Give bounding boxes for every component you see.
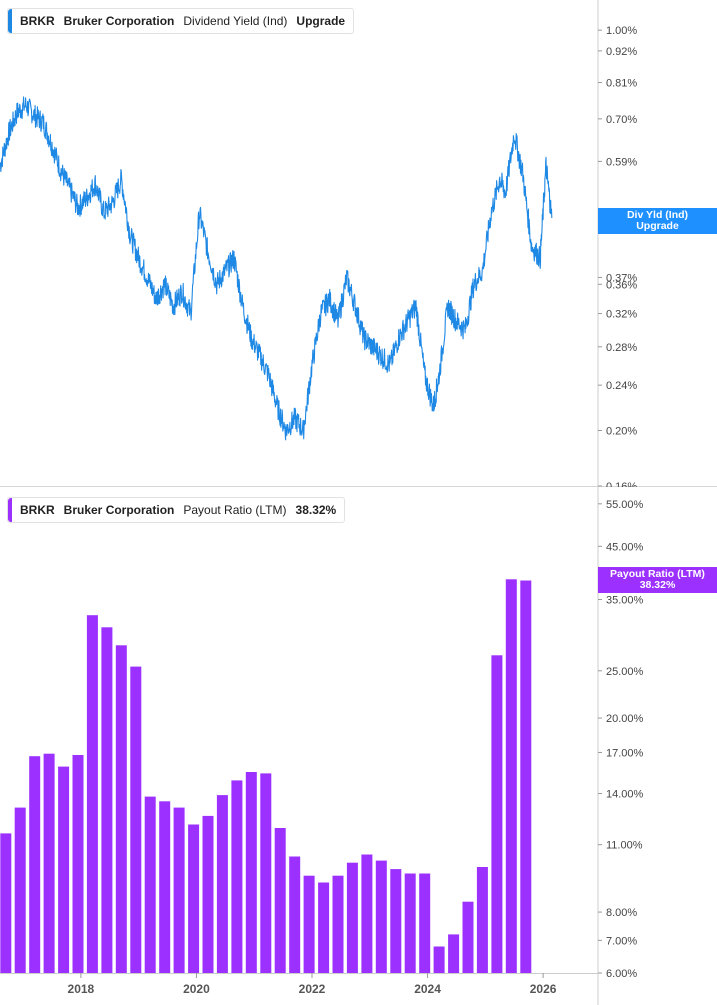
payout-bar [144,796,156,973]
y-tick-label: 11.00% [606,840,643,852]
x-tick-label: 2020 [183,982,210,996]
flag-value: 38.32% [639,579,676,591]
y-tick-label: 0.81% [606,78,637,90]
y-tick-label: 0.70% [606,114,637,126]
y-tick-label: 0.28% [606,342,637,354]
flag-label: Div Yld (Ind) [626,209,689,221]
y-tick-label: 0.36% [606,279,637,291]
legend-company-name: Bruker Corporation [63,14,175,28]
payout-bar [245,772,257,973]
y-tick-label: 0.37% [606,272,637,284]
y-tick-label: 17.00% [606,747,644,759]
payout-bar [419,873,431,973]
payout-bar [318,882,330,973]
series-color-swatch [8,498,12,522]
payout-bar [520,580,532,973]
legend-metric: Dividend Yield (Ind) [183,14,288,28]
payout-bar [173,807,185,973]
payout-bar [202,815,214,973]
payout-bar [115,645,127,973]
legend-ticker: BRKR [20,14,55,28]
payout-bar [0,833,12,973]
payout-bar [101,627,113,973]
legend-upgrade-link[interactable]: Upgrade [296,14,346,28]
legend-company-name: Bruker Corporation [63,503,175,517]
payout-bar [462,901,474,973]
x-tick-label: 2018 [68,982,95,996]
y-tick-label: 0.59% [606,156,637,168]
payout-bar [274,828,286,973]
legend-ticker: BRKR [20,503,55,517]
legend-value: 38.32% [295,503,337,517]
payout-bar [375,860,387,973]
dividend-yield-line [0,96,553,441]
payout-bar [216,795,228,973]
payout-bar [448,934,460,973]
payout-bar [505,579,517,973]
y-tick-label: 7.00% [606,935,637,947]
payout-bar [361,854,373,973]
y-tick-label: 0.32% [606,309,637,321]
y-tick-label: 35.00% [606,595,644,607]
y-tick-label: 20.00% [606,713,644,725]
y-tick-label: 0.24% [606,380,637,392]
payout-bar [491,655,503,973]
y-tick-label: 0.20% [606,425,637,437]
x-tick-label: 2026 [530,982,557,996]
legend-metric: Payout Ratio (LTM) [183,503,287,517]
series-color-swatch [8,9,12,33]
y-tick-label: 6.00% [606,968,637,980]
flag-upgrade-link[interactable]: Upgrade [636,220,679,232]
payout-bar [72,755,84,973]
top-legend[interactable]: BRKR Bruker Corporation Dividend Yield (… [7,8,355,34]
payout-bar [346,862,358,973]
payout-bar [476,867,488,973]
payout-bar [14,807,26,973]
payout-bar [29,756,41,973]
bottom-value-flag: Payout Ratio (LTM) 38.32% [598,567,717,593]
top-value-flag[interactable]: Div Yld (Ind) Upgrade [598,208,717,234]
flag-label: Payout Ratio (LTM) [610,568,705,580]
y-tick-label: 0.16% [606,481,637,487]
payout-bar [43,753,55,973]
payout-bar [86,615,98,973]
payout-bar [231,780,243,973]
payout-bar [260,773,272,973]
payout-bar [188,824,200,973]
dividend-yield-chart: 1.00% 0.92% 0.81% 0.70% 0.59% 0.37%0.36% 0.32%… [0,0,717,487]
y-tick-label: 25.00% [606,666,644,678]
x-tick-label: 2024 [414,982,441,996]
payout-bar [58,766,70,973]
payout-bar [433,946,445,973]
payout-bar [289,856,301,973]
y-tick-label: 0.92% [606,46,637,58]
y-tick-label: 45.00% [606,541,644,553]
y-tick-label: 55.00% [606,499,644,511]
payout-bar [303,875,315,973]
payout-bar [332,875,344,973]
payout-bar [404,873,416,973]
payout-bar [159,801,171,973]
payout-bar [130,666,142,973]
bottom-legend[interactable]: BRKR Bruker Corporation Payout Ratio (LT… [7,497,346,523]
x-tick-label: 2022 [299,982,326,996]
y-tick-label: 14.00% [606,789,644,801]
payout-bar [390,869,402,973]
y-tick-label: 1.00% [606,25,637,37]
y-tick-label: 8.00% [606,907,637,919]
